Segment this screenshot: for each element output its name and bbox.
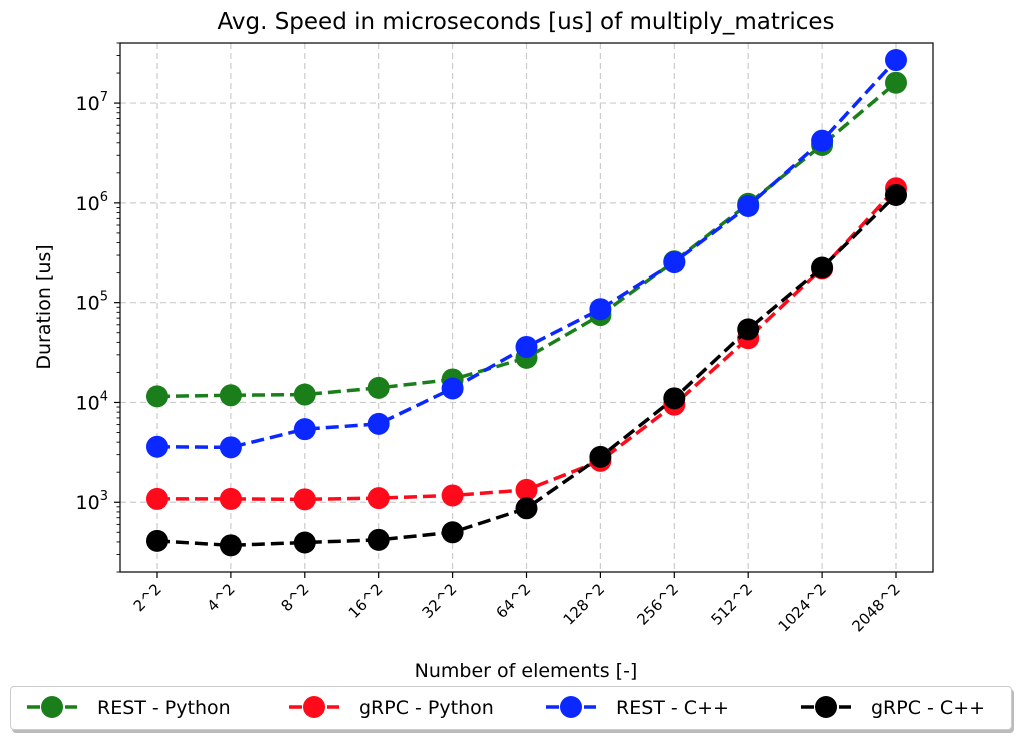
y-tick-label: 106 [76, 190, 108, 215]
x-tick-label: 16^2 [345, 580, 387, 622]
data-point [367, 528, 390, 551]
data-point [441, 521, 464, 544]
x-tick-label: 4^2 [204, 580, 239, 615]
data-point [515, 478, 538, 501]
data-point [885, 49, 907, 72]
legend-marker [815, 696, 837, 718]
data-point [811, 256, 834, 279]
x-tick-label: 512^2 [707, 580, 756, 629]
x-tick-label: 256^2 [634, 580, 683, 629]
y-tick-label: 107 [76, 90, 108, 115]
data-point [293, 383, 316, 406]
legend: REST - Python gRPC - Python REST - C++ gRPC… [10, 686, 1012, 730]
x-tick-label: 128^2 [560, 580, 609, 629]
legend-label: REST - C++ [616, 697, 729, 719]
y-axis-label: Duration [us] [33, 244, 55, 369]
data-point [146, 487, 168, 510]
legend-label: REST - Python [97, 697, 231, 719]
x-axis-label: Number of elements [-] [415, 660, 638, 682]
data-point [293, 531, 316, 554]
data-point [885, 183, 907, 206]
data-point [146, 385, 168, 408]
data-point [219, 436, 242, 459]
data-point [367, 376, 390, 399]
x-tick-label: 8^2 [278, 580, 313, 615]
legend-entry: REST - Python [27, 696, 231, 719]
data-point [515, 335, 538, 358]
legend-entry: REST - C++ [546, 696, 729, 719]
legend-label: gRPC - C++ [871, 697, 985, 719]
axis-ticks: 2^2 4^2 8^2 16^2 32^2 64^2 128^2 256^2 512^2 1024… [76, 42, 904, 635]
x-tick-label: 1024^2 [775, 580, 830, 635]
data-point [219, 487, 242, 510]
data-point [441, 484, 464, 507]
data-point [367, 487, 390, 510]
data-point [737, 195, 760, 218]
x-tick-label: 64^2 [492, 580, 534, 622]
data-point [219, 534, 242, 557]
legend-marker [560, 696, 582, 718]
x-tick-label: 32^2 [419, 580, 461, 622]
y-tick-label: 104 [76, 389, 108, 414]
legend-label: gRPC - Python [359, 697, 494, 719]
data-point [441, 377, 464, 400]
data-point [515, 497, 538, 520]
legend-marker [41, 696, 63, 718]
y-tick-label: 105 [76, 290, 108, 315]
data-point [811, 129, 834, 152]
data-point [367, 412, 390, 435]
legend-marker [303, 696, 325, 718]
legend-entry: gRPC - C++ [801, 696, 985, 719]
x-tick-label: 2^2 [130, 580, 165, 615]
series-layer [146, 49, 907, 557]
data-point [293, 418, 316, 441]
data-point [663, 387, 686, 410]
legend-entry: gRPC - Python [289, 696, 494, 719]
x-tick-label: 2048^2 [848, 580, 903, 635]
data-point [737, 318, 760, 341]
data-point [589, 298, 612, 321]
chart-title: Avg. Speed in microseconds [us] of multi… [217, 9, 834, 35]
grid-lines [120, 43, 933, 572]
data-point [293, 488, 316, 511]
data-point [885, 71, 907, 94]
data-point [589, 445, 612, 468]
y-tick-label: 103 [76, 489, 108, 514]
data-point [663, 251, 686, 274]
data-point [146, 529, 168, 552]
data-point [146, 435, 168, 458]
data-point [219, 384, 242, 407]
